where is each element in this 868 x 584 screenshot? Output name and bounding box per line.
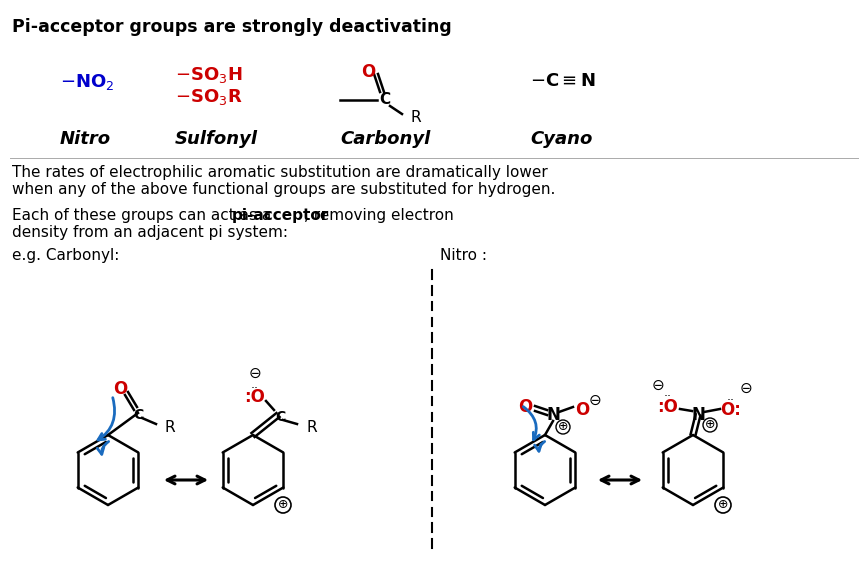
Text: C: C [379, 92, 391, 107]
Text: Nitro :: Nitro : [440, 248, 487, 263]
Text: O: O [113, 380, 127, 398]
Text: O: O [361, 63, 375, 81]
Text: O:: O: [720, 401, 741, 419]
Text: Sulfonyl: Sulfonyl [175, 130, 258, 148]
Text: :O: :O [245, 388, 266, 406]
Text: C: C [133, 408, 143, 422]
Text: ⊕: ⊕ [718, 499, 728, 512]
Text: when any of the above functional groups are substituted for hydrogen.: when any of the above functional groups … [12, 182, 556, 197]
Text: ⊕: ⊕ [705, 419, 715, 432]
Text: R: R [164, 419, 174, 434]
Text: Pi-acceptor groups are strongly deactivating: Pi-acceptor groups are strongly deactiva… [12, 18, 451, 36]
Text: Each of these groups can act as a: Each of these groups can act as a [12, 208, 276, 223]
Text: ⊖: ⊖ [652, 377, 664, 392]
Text: ⊕: ⊕ [558, 420, 569, 433]
Text: $-$C$\equiv$N: $-$C$\equiv$N [530, 72, 595, 90]
Text: $-$SO$_3$R: $-$SO$_3$R [175, 87, 242, 107]
Text: N: N [691, 406, 705, 424]
Text: pi-acceptor: pi-acceptor [232, 208, 329, 223]
Text: R: R [411, 110, 422, 124]
Text: e.g. Carbonyl:: e.g. Carbonyl: [12, 248, 120, 263]
Text: The rates of electrophilic aromatic substitution are dramatically lower: The rates of electrophilic aromatic subs… [12, 165, 548, 180]
Text: , removing electron: , removing electron [304, 208, 454, 223]
Text: ..: .. [664, 387, 672, 399]
Text: O: O [518, 398, 532, 416]
Text: $-$SO$_3$H: $-$SO$_3$H [175, 65, 242, 85]
Text: R: R [306, 419, 317, 434]
Text: ⊖: ⊖ [248, 366, 261, 381]
Text: Cyano: Cyano [530, 130, 592, 148]
Text: $-$NO$_2$: $-$NO$_2$ [60, 72, 115, 92]
Text: ⊖: ⊖ [589, 392, 602, 408]
Text: N: N [546, 406, 560, 424]
Text: ..: .. [251, 377, 259, 391]
Text: :O: :O [658, 398, 679, 416]
Text: Carbonyl: Carbonyl [340, 130, 431, 148]
Text: C: C [275, 410, 285, 424]
Text: O: O [575, 401, 589, 419]
Text: ⊖: ⊖ [740, 381, 753, 395]
Text: Nitro: Nitro [60, 130, 111, 148]
Text: ⊕: ⊕ [278, 499, 288, 512]
Text: density from an adjacent pi system:: density from an adjacent pi system: [12, 225, 288, 240]
Text: ..: .. [727, 390, 735, 402]
